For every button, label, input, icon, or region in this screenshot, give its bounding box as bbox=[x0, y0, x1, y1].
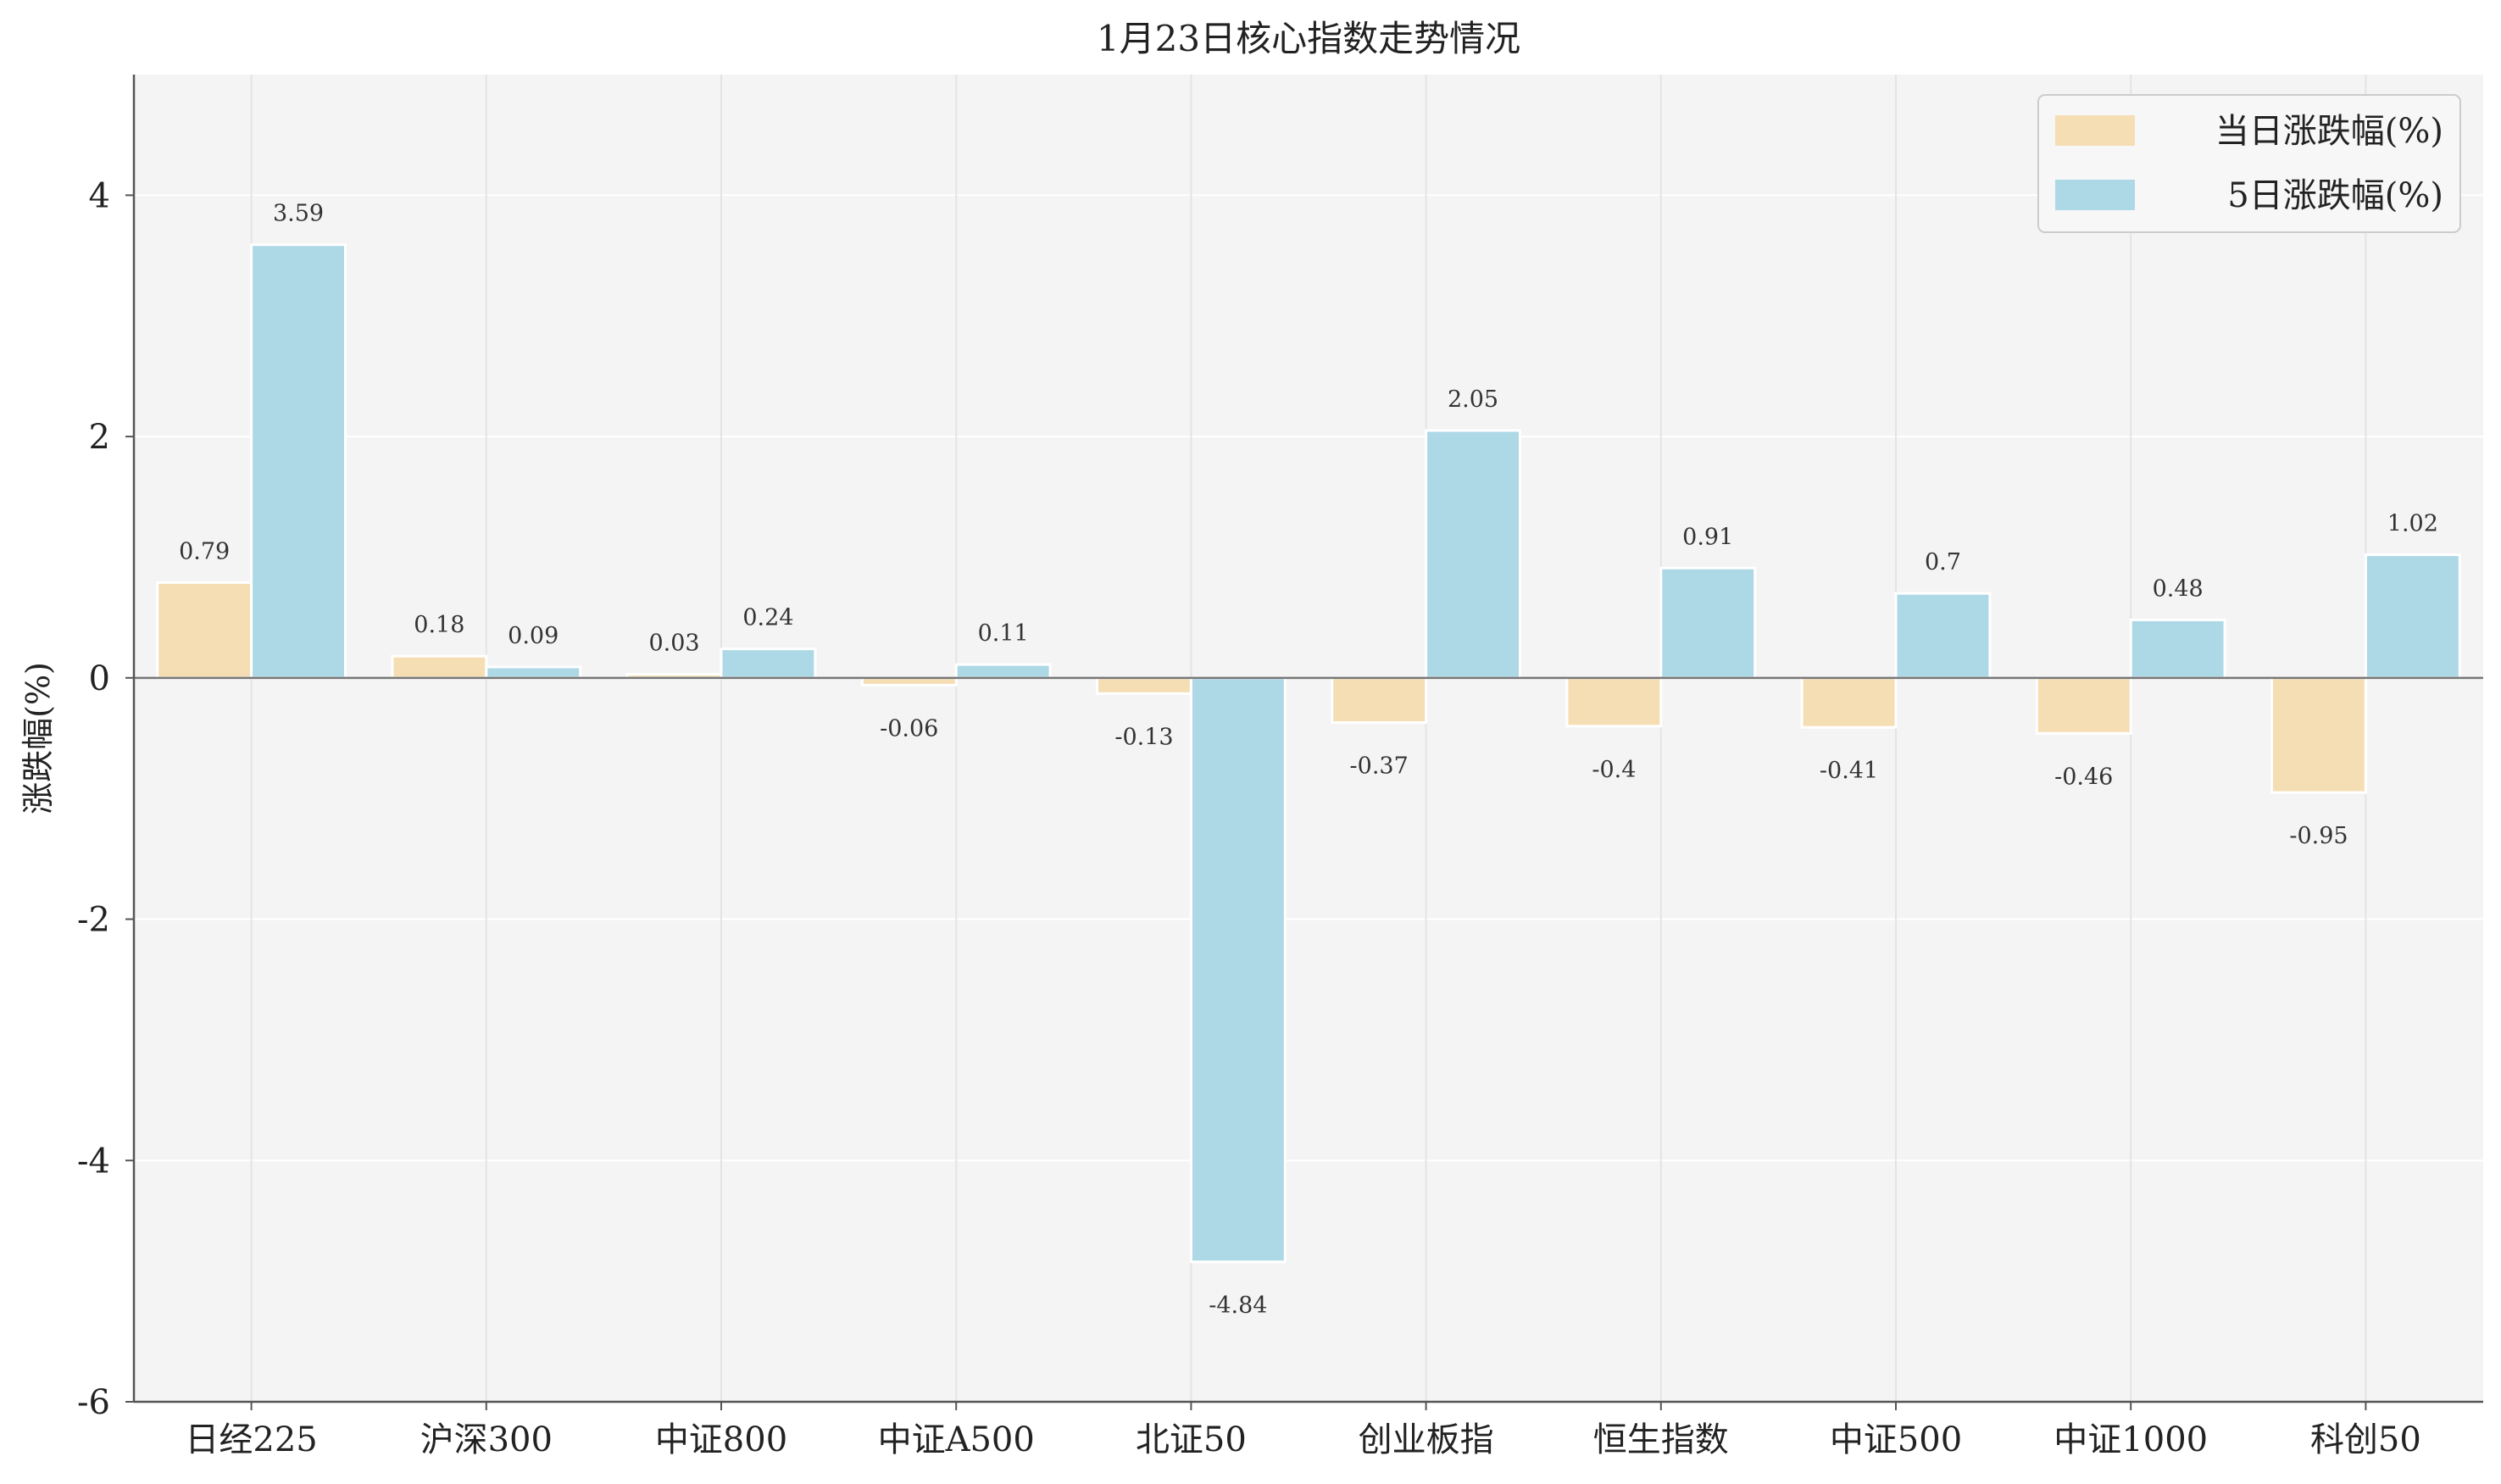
data-label: 0.09 bbox=[508, 623, 559, 649]
bar bbox=[1425, 429, 1521, 680]
legend-swatch bbox=[2055, 180, 2135, 210]
x-tick-label: 恒生指数 bbox=[1593, 1420, 1729, 1459]
bars bbox=[156, 243, 2461, 1264]
data-label: -4.84 bbox=[1209, 1292, 1267, 1319]
bar bbox=[1189, 676, 1287, 1264]
bar bbox=[485, 665, 582, 680]
data-label: 0.79 bbox=[179, 538, 230, 564]
bar bbox=[1659, 566, 1757, 680]
x-tick-label: 沪深300 bbox=[420, 1420, 553, 1459]
data-label: 0.7 bbox=[1925, 549, 1961, 575]
y-tick-label: -4 bbox=[77, 1142, 110, 1181]
x-tick-label: 日经225 bbox=[185, 1420, 317, 1459]
legend-swatch bbox=[2055, 115, 2135, 146]
bar bbox=[250, 243, 347, 680]
data-label: -0.41 bbox=[1820, 758, 1878, 784]
data-label: -0.06 bbox=[880, 715, 938, 742]
y-tick-labels: -6 -4 -2 0 2 4 bbox=[77, 176, 110, 1422]
x-tick-label: 北证50 bbox=[1136, 1420, 1247, 1459]
data-label: 2.05 bbox=[1448, 386, 1498, 413]
bar bbox=[1331, 676, 1428, 724]
bar bbox=[2270, 676, 2367, 794]
bar bbox=[2364, 553, 2461, 680]
data-label: 0.18 bbox=[414, 612, 464, 638]
x-tick-label: 中证1000 bbox=[2054, 1420, 2208, 1459]
bar bbox=[1565, 676, 1663, 728]
bar bbox=[954, 663, 1052, 680]
axes bbox=[125, 75, 2483, 1410]
bar bbox=[720, 648, 817, 680]
x-tick-label: 中证A500 bbox=[878, 1420, 1035, 1459]
legend-box bbox=[2037, 94, 2461, 233]
legend[interactable]: 当日涨跌幅(%) 5日涨跌幅(%) bbox=[2037, 94, 2461, 233]
y-tick-label: 0 bbox=[89, 659, 110, 698]
data-label: 0.48 bbox=[2153, 575, 2204, 602]
y-tick-label: 2 bbox=[89, 418, 110, 457]
data-label: -0.46 bbox=[2054, 764, 2113, 790]
bar bbox=[156, 581, 253, 680]
data-label: 0.91 bbox=[1682, 524, 1733, 550]
y-tick-label: -6 bbox=[77, 1383, 110, 1422]
legend-label: 当日涨跌幅(%) bbox=[2215, 112, 2443, 151]
legend-label: 5日涨跌幅(%) bbox=[2227, 176, 2443, 215]
data-label: -0.4 bbox=[1592, 757, 1636, 783]
bar bbox=[1096, 676, 1192, 695]
data-label: 3.59 bbox=[273, 201, 324, 227]
chart-title: 1月23日核心指数走势情况 bbox=[1097, 18, 1520, 59]
bar bbox=[391, 654, 488, 680]
bar bbox=[860, 676, 958, 686]
data-label: -0.37 bbox=[1350, 753, 1409, 779]
y-tick-label: -2 bbox=[77, 901, 110, 940]
data-label: 0.24 bbox=[742, 605, 793, 631]
y-tick-label: 4 bbox=[89, 176, 110, 215]
bar bbox=[1800, 676, 1898, 729]
x-tick-label: 中证500 bbox=[1830, 1420, 1962, 1459]
x-tick-labels: 日经225 沪深300 中证800 中证A500 北证50 创业板指 恒生指数 中证500 中证… bbox=[185, 1420, 2420, 1459]
y-axis-label: 涨跌幅(%) bbox=[19, 662, 57, 814]
data-labels: 0.79 0.18 0.03 -0.06 -0.13 -0.37 -0.4 -0.41 -0.4… bbox=[179, 201, 2438, 1319]
data-label: 0.03 bbox=[648, 631, 699, 657]
data-label: 0.11 bbox=[978, 620, 1029, 647]
x-tick-label: 创业板指 bbox=[1359, 1420, 1494, 1459]
x-tick-label: 科创50 bbox=[2310, 1420, 2421, 1459]
data-label: 1.02 bbox=[2387, 511, 2438, 537]
plot-background bbox=[134, 75, 2483, 1402]
bar bbox=[1894, 592, 1992, 680]
bar bbox=[2035, 676, 2132, 735]
data-label: -0.95 bbox=[2289, 823, 2348, 849]
bar bbox=[2129, 618, 2226, 680]
data-label: -0.13 bbox=[1114, 724, 1173, 750]
x-tick-label: 中证800 bbox=[655, 1420, 787, 1459]
